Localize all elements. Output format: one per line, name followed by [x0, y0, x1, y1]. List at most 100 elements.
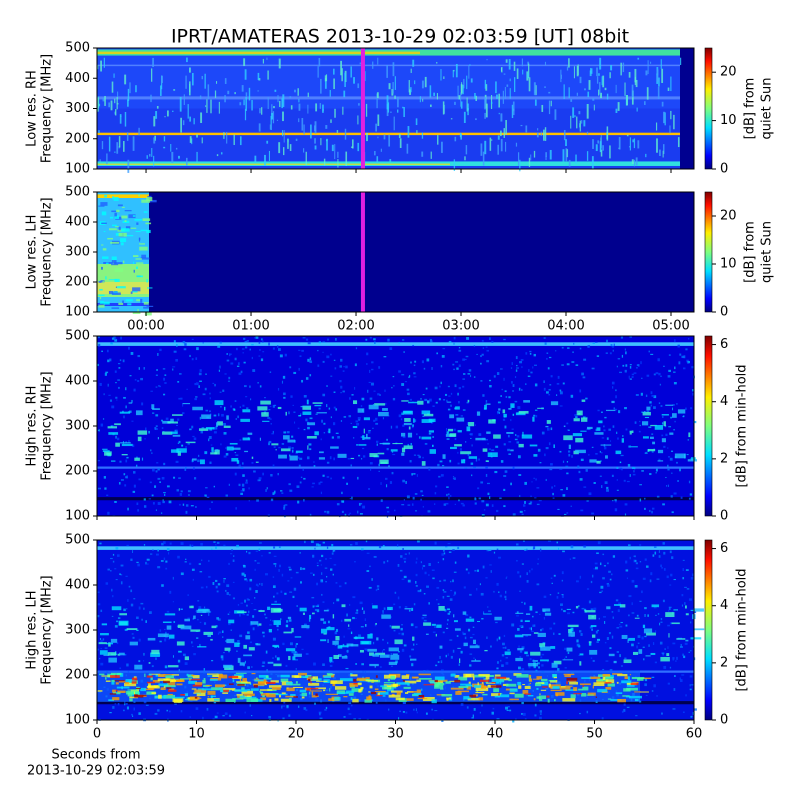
spectrogram-speck [235, 418, 238, 420]
spectrogram-speck [378, 691, 389, 695]
spectrogram-speck [189, 716, 191, 718]
spectrogram-speck [593, 482, 596, 484]
spectrogram-speck [449, 459, 452, 463]
spectrogram-speck [334, 644, 337, 646]
spectrogram-speck [645, 655, 651, 657]
spectrogram-speck [625, 364, 628, 367]
spectrogram-speck [249, 578, 253, 582]
spectrogram-speck [524, 693, 532, 695]
spectrogram-speck [491, 693, 501, 697]
spectrogram-speck [103, 654, 109, 656]
spectrogram-speck [176, 448, 187, 453]
spectrogram-speck [540, 659, 549, 662]
spectrogram-speck [348, 702, 352, 705]
spectrogram-speck [308, 678, 311, 682]
spectrogram-speck [641, 421, 649, 426]
spectrogram-speck [97, 603, 101, 606]
spectrogram-speck [257, 479, 261, 482]
spectrogram-speck [209, 392, 211, 395]
spectrogram-speck [540, 656, 543, 659]
spectrogram-speck [309, 357, 312, 361]
spectrogram-speck [157, 709, 160, 712]
spectrogram-speck [436, 682, 441, 685]
spectrogram-speck [589, 676, 601, 680]
spectrogram-speck [353, 636, 365, 639]
spectrogram-speck [667, 447, 669, 449]
spectrogram-speck [462, 378, 465, 380]
spectrogram-speck [537, 128, 539, 131]
spectrogram-speck [625, 560, 628, 564]
colorbar-label: [dB] from min-hold [735, 364, 750, 487]
spectrogram-speck [417, 697, 428, 700]
spectrogram-speck [519, 495, 521, 497]
spectrogram-speck [660, 375, 662, 377]
spectrogram-speck [150, 390, 153, 392]
spectrogram-speck [318, 341, 322, 344]
spectrogram-speck [327, 338, 329, 341]
spectrogram-speck [568, 444, 571, 449]
x-tick-label: 40 [487, 727, 504, 742]
spectrogram-speck [559, 686, 571, 690]
spectrogram-speck [663, 665, 667, 669]
spectrogram-speck [334, 631, 338, 635]
spectrogram-speck [523, 400, 530, 403]
spectrogram-speck [127, 692, 133, 697]
time-marker [360, 48, 365, 169]
spectrogram-speck [650, 61, 652, 64]
spectrogram-speck [368, 586, 372, 589]
spectrogram-speck [508, 679, 512, 682]
spectrogram-speck [322, 601, 325, 603]
spectrogram-speck [597, 688, 608, 693]
spectrogram-speck [460, 502, 464, 505]
spectrogram-speck [283, 431, 287, 434]
spectrogram-speck [521, 701, 524, 705]
spectrogram-speck [605, 352, 608, 354]
spectrogram-speck [273, 106, 275, 109]
spectrogram-speck [114, 500, 117, 503]
spectrogram-speck [152, 408, 160, 410]
spectrogram-speck [467, 108, 469, 116]
spectrogram-speck [175, 460, 179, 463]
spectrogram-speck [531, 568, 533, 571]
spectrogram-speck [217, 421, 223, 426]
spectrogram-speck [566, 472, 569, 475]
spectrogram-speck [443, 549, 445, 552]
spectrogram-speck [600, 92, 603, 99]
spectrogram-speck [122, 260, 125, 264]
spectrogram-speck [669, 666, 672, 669]
spectrogram-speck [485, 346, 488, 348]
spectrogram-speck [537, 558, 539, 560]
spectrogram-speck [408, 401, 418, 404]
spectrogram-speck [132, 490, 136, 493]
spectrogram-speck [138, 367, 140, 370]
spectrogram-speck [229, 442, 238, 445]
spectrogram-speck [166, 548, 170, 551]
spectrogram-speck [375, 652, 386, 656]
spectrogram-speck [226, 359, 230, 362]
spectrogram-speck [228, 714, 232, 717]
spectrogram-speck [140, 602, 144, 605]
spectrogram-speck [349, 512, 352, 514]
spectrogram-speck [363, 610, 365, 614]
spectrogram-speck [100, 639, 103, 643]
spectrogram-speck [671, 622, 680, 625]
spectrogram-speck [120, 442, 131, 444]
spectrogram-speck [256, 677, 258, 679]
spectrogram-speck [655, 614, 657, 616]
spectrogram-speck [280, 590, 283, 593]
spectrogram-speck [491, 711, 494, 715]
spectrogram-speck [660, 617, 663, 621]
spectrogram-speck [303, 477, 306, 480]
spectrogram-speck [485, 439, 489, 441]
spectrogram-speck [241, 348, 245, 350]
spectrogram-speck [524, 685, 531, 689]
spectrogram-speck [360, 626, 364, 628]
spectrogram-speck [425, 712, 428, 715]
spectrogram-speck [387, 684, 391, 686]
spectrogram-speck [647, 614, 649, 617]
spectrogram-speck [140, 298, 143, 303]
spectrogram-speck [685, 605, 687, 609]
spectrogram-speck [365, 103, 368, 117]
spectrogram-speck [379, 394, 381, 396]
spectrogram-speck [99, 288, 103, 291]
